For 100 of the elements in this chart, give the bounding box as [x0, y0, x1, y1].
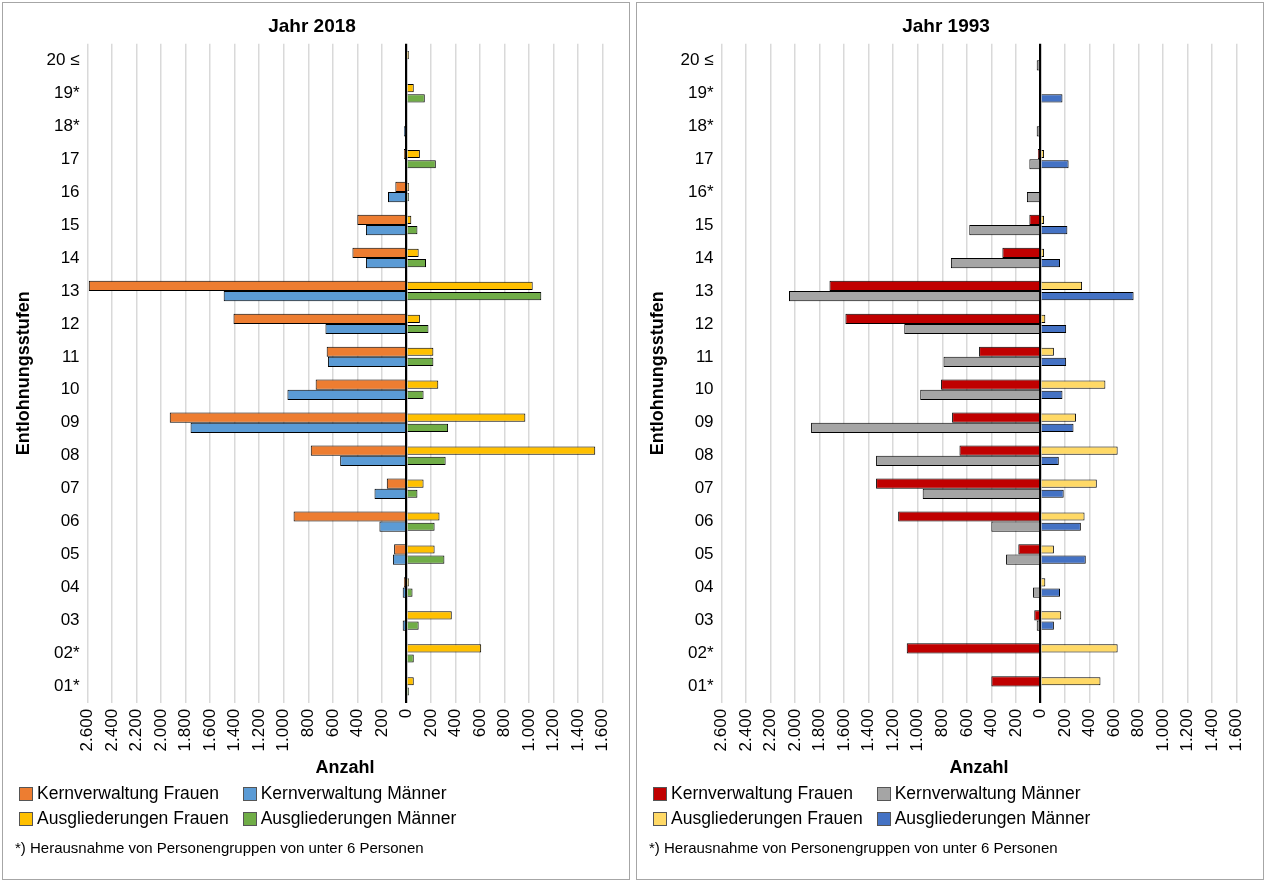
- x-tick-label: 0: [1030, 708, 1050, 719]
- y-tick-label: 03: [694, 610, 714, 630]
- y-tick-label: 13: [60, 280, 80, 300]
- y-tick-label: 01*: [54, 676, 80, 696]
- y-axis-title: Entlohnungsstufen: [646, 291, 667, 456]
- x-tick-label: 1.000: [518, 708, 538, 752]
- y-tick-label: 04: [60, 577, 80, 597]
- legend-label: Kernverwaltung Frauen: [37, 783, 219, 804]
- x-axis-title: Anzahl: [949, 757, 1009, 778]
- y-tick-label: 15: [60, 214, 80, 234]
- x-tick-label: 1.600: [592, 708, 612, 752]
- x-tick-label: 2.600: [711, 708, 731, 752]
- y-tick-label: 09: [694, 412, 714, 432]
- y-axis-title: Entlohnungsstufen: [12, 291, 33, 456]
- y-tick-label: 14: [60, 247, 80, 267]
- x-tick-label: 1.200: [543, 708, 563, 752]
- x-tick-label: 2.200: [760, 708, 780, 752]
- x-tick-label: 800: [1128, 708, 1148, 738]
- legend-label: Kernverwaltung Männer: [260, 783, 447, 804]
- x-tick-label: 1.600: [833, 708, 853, 752]
- y-tick-label: 12: [694, 313, 714, 333]
- x-tick-label: 1.800: [809, 708, 829, 752]
- x-tick-label: 400: [981, 708, 1001, 738]
- y-tick-label: 05: [60, 544, 80, 564]
- y-tick-label: 14: [694, 247, 714, 267]
- legend-label: Ausgliederungen Männer: [894, 808, 1091, 829]
- y-tick-label: 19*: [688, 82, 714, 102]
- text: *) Herausnahme von Personengruppen von unter 6 Personen: [648, 838, 1059, 856]
- x-tick-label: 1.800: [175, 708, 195, 752]
- y-tick-label: 07: [60, 478, 80, 498]
- x-tick-label: 1.400: [224, 708, 244, 752]
- y-tick-label: 05: [694, 544, 714, 564]
- y-tick-label: 06: [694, 511, 714, 531]
- x-tick-label: 1.200: [1177, 708, 1197, 752]
- x-tick-label: 600: [1103, 708, 1123, 738]
- y-tick-label: 13: [694, 280, 714, 300]
- y-tick-label: 20 ≤: [46, 49, 80, 69]
- x-tick-label: 2.000: [784, 708, 804, 752]
- x-tick-label: 600: [956, 708, 976, 738]
- x-tick-label: 200: [1054, 708, 1074, 738]
- x-tick-label: 2.600: [77, 708, 97, 752]
- x-tick-label: 400: [1079, 708, 1099, 738]
- legend-label: Ausgliederungen Frauen: [37, 808, 229, 829]
- y-tick-label: 06: [60, 511, 80, 531]
- y-tick-label: 17: [60, 148, 80, 168]
- y-tick-label: 01*: [688, 676, 714, 696]
- chart-title: Jahr 2018: [268, 14, 356, 36]
- x-tick-label: 1.600: [199, 708, 219, 752]
- x-tick-label: 400: [445, 708, 465, 738]
- y-tick-label: 04: [694, 577, 714, 597]
- x-tick-label: 1.000: [1152, 708, 1172, 752]
- y-tick-label: 11: [695, 346, 714, 366]
- y-tick-label: 19*: [54, 82, 80, 102]
- x-tick-label: 1.400: [858, 708, 878, 752]
- x-tick-label: 1.200: [882, 708, 902, 752]
- x-tick-label: 1.000: [273, 708, 293, 752]
- x-tick-label: 800: [297, 708, 317, 738]
- x-tick-label: 200: [420, 708, 440, 738]
- y-tick-label: 08: [60, 445, 80, 465]
- x-tick-label: 0: [396, 708, 416, 719]
- x-tick-label: 1.400: [1201, 708, 1221, 752]
- x-tick-label: 2.200: [126, 708, 146, 752]
- y-tick-label: 02*: [54, 643, 80, 663]
- x-tick-label: 1.200: [248, 708, 268, 752]
- x-tick-label: 1.000: [907, 708, 927, 752]
- x-tick-label: 800: [494, 708, 514, 738]
- x-tick-label: 200: [371, 708, 391, 738]
- text: *) Herausnahme von Personengruppen von unter 6 Personen: [14, 838, 425, 856]
- y-tick-label: 07: [694, 478, 714, 498]
- x-tick-label: 2.400: [101, 708, 121, 752]
- legend-label: Kernverwaltung Männer: [894, 783, 1081, 804]
- legend-label: Kernverwaltung Frauen: [671, 783, 853, 804]
- y-tick-label: 02*: [688, 643, 714, 663]
- y-tick-label: 10: [60, 379, 80, 399]
- legend-label: Ausgliederungen Frauen: [671, 808, 863, 829]
- x-tick-label: 600: [469, 708, 489, 738]
- legend-label: Ausgliederungen Männer: [260, 808, 457, 829]
- y-tick-label: 16: [60, 181, 80, 201]
- y-tick-label: 03: [60, 610, 80, 630]
- y-tick-label: 15: [694, 214, 714, 234]
- x-tick-label: 2.000: [150, 708, 170, 752]
- x-tick-label: 2.400: [735, 708, 755, 752]
- y-tick-label: 10: [694, 379, 714, 399]
- y-tick-label: 12: [60, 313, 80, 333]
- x-tick-label: 400: [347, 708, 367, 738]
- y-tick-label: 20 ≤: [680, 49, 714, 69]
- y-tick-label: 18*: [54, 115, 80, 135]
- x-tick-label: 1.600: [1226, 708, 1246, 752]
- y-tick-label: 17: [694, 148, 714, 168]
- x-tick-label: 600: [322, 708, 342, 738]
- y-tick-label: 18*: [688, 115, 714, 135]
- y-tick-label: 16*: [688, 181, 714, 201]
- y-tick-label: 08: [694, 445, 714, 465]
- y-tick-label: 09: [60, 412, 80, 432]
- y-tick-label: 11: [61, 346, 80, 366]
- x-tick-label: 800: [931, 708, 951, 738]
- x-tick-label: 200: [1005, 708, 1025, 738]
- x-axis-title: Anzahl: [315, 757, 375, 778]
- chart-title: Jahr 1993: [902, 14, 990, 36]
- x-tick-label: 1.400: [567, 708, 587, 752]
